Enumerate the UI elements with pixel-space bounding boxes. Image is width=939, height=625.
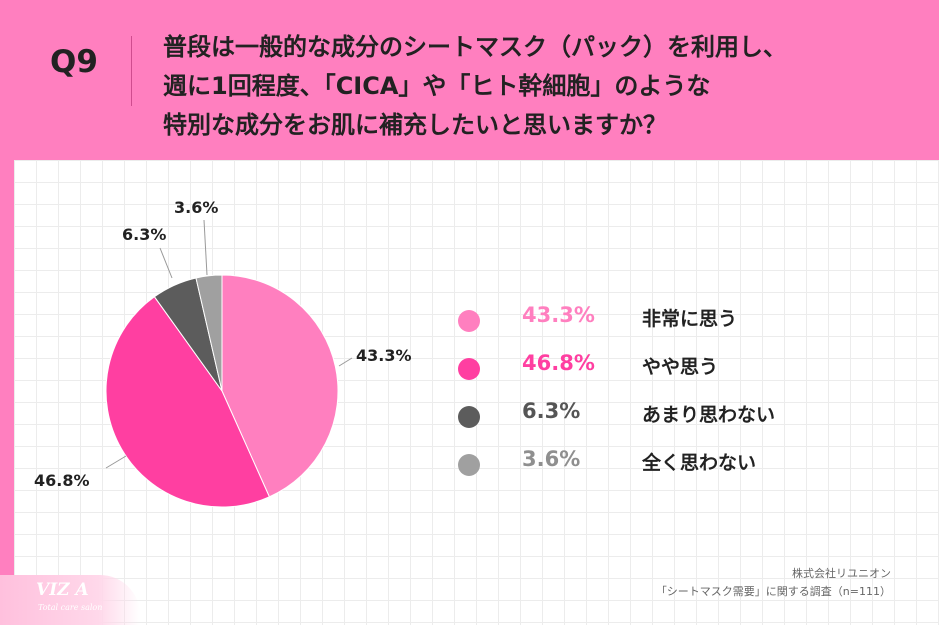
- logo-tagline: Total care salon: [38, 603, 103, 612]
- legend-item-not-much: 6.3% あまり思わない: [458, 394, 858, 442]
- question-text: 普段は一般的な成分のシートマスク（パック）を利用し、 週に1回程度、「CICA」…: [163, 28, 923, 145]
- legend-item-somewhat: 46.8% やや思う: [458, 346, 858, 394]
- legend-label: 非常に思う: [642, 308, 738, 330]
- slice-label: 43.3%: [356, 346, 412, 365]
- legend-item-very: 43.3% 非常に思う: [458, 298, 858, 346]
- brand-logo: VIZ A Total care salon: [18, 580, 108, 620]
- logo-wordmark: VIZ A: [36, 580, 89, 600]
- leader-line: [159, 247, 173, 279]
- pie-slice: [195, 274, 223, 392]
- legend-swatch: [458, 310, 480, 332]
- legend-value: 3.6%: [522, 447, 581, 471]
- company-name: 株式会社リユニオン: [792, 567, 891, 580]
- legend-label: やや思う: [642, 356, 719, 378]
- leader-line: [338, 357, 353, 367]
- question-line-2: 週に1回程度、「CICA」や「ヒト幹細胞」のような: [163, 72, 711, 100]
- question-line-3: 特別な成分をお肌に補充したいと思いますか？: [163, 111, 667, 139]
- pie-slice: [221, 274, 339, 498]
- header-divider: [131, 36, 132, 106]
- question-header: Q9 普段は一般的な成分のシートマスク（パック）を利用し、 週に1回程度、「CI…: [0, 0, 939, 160]
- source-note: 株式会社リユニオン 「シートマスク需要」に関する調査（n=111）: [656, 565, 891, 601]
- legend-value: 46.8%: [522, 351, 595, 375]
- legend-swatch: [458, 454, 480, 476]
- legend-swatch: [458, 406, 480, 428]
- chart-panel: 43.3% 46.8% 6.3% 3.6% 43.3% 非常に思う 46.8% やや思…: [0, 160, 939, 625]
- legend: 43.3% 非常に思う 46.8% やや思う 6.3% あまり思わない 3.6%…: [458, 298, 858, 490]
- legend-item-not-at-all: 3.6% 全く思わない: [458, 442, 858, 490]
- slice-label: 3.6%: [174, 198, 219, 217]
- pie-chart: [105, 219, 353, 508]
- question-line-1: 普段は一般的な成分のシートマスク（パック）を利用し、: [163, 33, 787, 61]
- leader-line: [105, 455, 127, 469]
- leader-line: [203, 219, 208, 276]
- legend-label: あまり思わない: [642, 404, 776, 426]
- legend-swatch: [458, 358, 480, 380]
- legend-label: 全く思わない: [642, 452, 757, 474]
- legend-value: 6.3%: [522, 399, 581, 423]
- slice-label: 6.3%: [122, 225, 167, 244]
- slice-label: 46.8%: [34, 471, 90, 490]
- logo-band: [0, 575, 140, 625]
- question-number: Q9: [50, 44, 98, 80]
- survey-name: 「シートマスク需要」に関する調査（n=111）: [655, 585, 891, 598]
- legend-value: 43.3%: [522, 303, 595, 327]
- pie-slice: [105, 296, 271, 508]
